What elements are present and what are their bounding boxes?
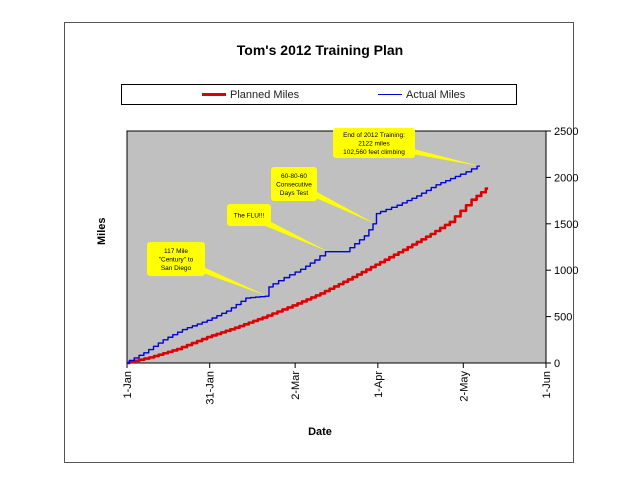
y-tick-label: 1500 bbox=[554, 219, 578, 231]
annotation-text: "Century" to bbox=[159, 257, 194, 264]
x-tick-label: 1-Jun bbox=[541, 371, 553, 399]
y-tick-label: 2000 bbox=[554, 172, 578, 184]
y-tick-label: 1000 bbox=[554, 265, 578, 277]
y-tick-label: 500 bbox=[554, 312, 572, 324]
x-tick-label: 2-Mar bbox=[290, 371, 302, 400]
annotation-text: 60-80-60 bbox=[281, 173, 307, 180]
series-planned-line bbox=[127, 187, 489, 365]
x-tick-label: 1-Apr bbox=[373, 371, 385, 398]
x-tick-label: 2-May bbox=[458, 371, 470, 402]
annotation-box bbox=[227, 204, 271, 226]
chart-title: Tom's 2012 Training Plan bbox=[236, 42, 404, 58]
annotation-box bbox=[147, 242, 205, 276]
annotation-text: 2122 miles bbox=[358, 141, 390, 148]
legend-swatch-actual bbox=[378, 94, 402, 95]
y-tick-label: 2500 bbox=[554, 126, 578, 138]
annotation-text: End of 2012 Training: bbox=[343, 132, 405, 139]
x-axis-label: Date bbox=[308, 426, 332, 438]
annotation-text: Consecutive bbox=[276, 182, 312, 189]
chart-legend: Planned Miles Actual Miles bbox=[121, 84, 517, 105]
annotation-text: 102,560 feet climbing bbox=[343, 149, 405, 156]
legend-label-actual: Actual Miles bbox=[406, 89, 466, 101]
annotation-text: San Diego bbox=[161, 265, 192, 272]
annotation-box bbox=[333, 128, 415, 158]
x-tick-label: 31-Jan bbox=[205, 371, 217, 405]
annotation-text: The FLU!!! bbox=[234, 213, 265, 220]
annotation-box bbox=[271, 167, 317, 201]
y-tick-label: 0 bbox=[554, 358, 560, 370]
annotation-text: 117 Mile bbox=[164, 248, 188, 255]
annotation-callout: The FLU!!! bbox=[227, 204, 329, 252]
legend-label-planned: Planned Miles bbox=[230, 89, 300, 101]
x-tick-label: 1-Jan bbox=[122, 371, 134, 399]
legend-swatch-planned bbox=[202, 93, 226, 96]
series-actual-line bbox=[127, 165, 480, 364]
annotation-text: Days Test bbox=[280, 190, 309, 197]
